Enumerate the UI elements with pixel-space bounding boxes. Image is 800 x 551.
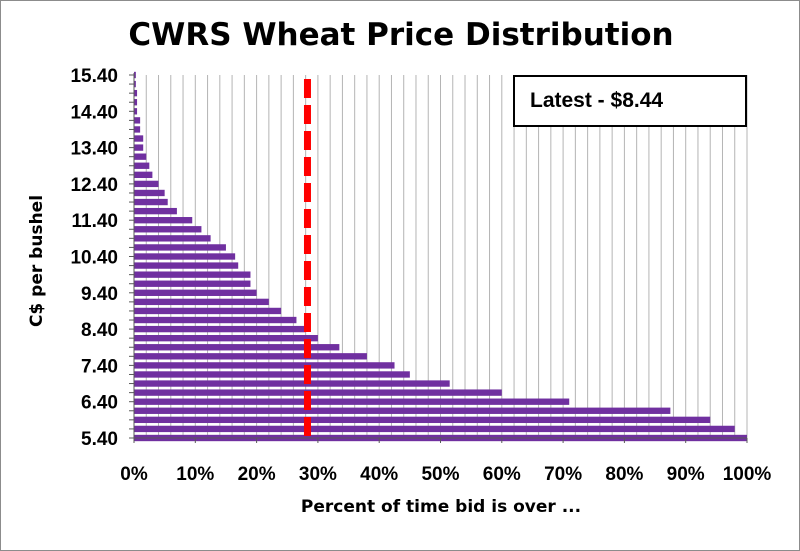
bar bbox=[134, 316, 297, 324]
y-tick-label: 11.40 bbox=[72, 211, 119, 232]
bar bbox=[134, 99, 138, 106]
bar bbox=[134, 235, 211, 242]
x-axis-title: Percent of time bid is over ... bbox=[300, 497, 582, 517]
y-axis-title: C$ per bushel bbox=[27, 194, 47, 328]
bar bbox=[134, 153, 147, 160]
bar bbox=[134, 162, 150, 169]
bars bbox=[134, 71, 747, 442]
x-tick-labels: 0% 10% 20% 30% 40% 50% 60% 70% 80% 90% 100% bbox=[120, 464, 771, 485]
bar bbox=[134, 362, 395, 369]
bar bbox=[134, 289, 257, 296]
latest-price-annotation: Latest - $8.44 bbox=[513, 75, 747, 127]
bar bbox=[134, 334, 318, 342]
y-tick-label: 15.40 bbox=[70, 66, 118, 87]
x-tick-label: 90% bbox=[667, 464, 705, 485]
axes bbox=[129, 73, 748, 443]
bar bbox=[134, 298, 269, 306]
x-tick-label: 50% bbox=[421, 464, 459, 485]
y-tick-labels: 5.40 6.40 7.40 8.40 9.40 10.40 11.40 12.40 13.40… bbox=[70, 66, 118, 450]
bar bbox=[134, 253, 236, 260]
bar bbox=[134, 171, 153, 179]
bar bbox=[134, 425, 735, 433]
bar bbox=[134, 89, 138, 97]
x-tick-label: 10% bbox=[176, 464, 214, 485]
bar bbox=[134, 262, 239, 269]
x-tick-label: 60% bbox=[483, 464, 521, 485]
y-tick-label: 14.40 bbox=[70, 102, 118, 123]
bar bbox=[134, 398, 570, 405]
bar bbox=[134, 353, 367, 360]
y-tick-label: 6.40 bbox=[81, 393, 118, 414]
bar bbox=[134, 244, 226, 251]
bar bbox=[134, 271, 251, 278]
y-tick-label: 12.40 bbox=[70, 175, 118, 196]
bar bbox=[134, 371, 410, 378]
bar bbox=[134, 108, 138, 115]
bar bbox=[134, 198, 168, 206]
bar bbox=[134, 407, 671, 414]
latest-price-label: Latest - $8.44 bbox=[530, 89, 664, 112]
bar bbox=[134, 344, 340, 351]
x-tick-label: 0% bbox=[120, 464, 148, 485]
y-tick-label: 10.40 bbox=[70, 248, 118, 269]
bar bbox=[134, 135, 144, 142]
y-tick-label: 7.40 bbox=[81, 356, 118, 377]
x-tick-label: 30% bbox=[299, 464, 337, 485]
bar bbox=[134, 180, 159, 188]
x-tick-label: 20% bbox=[238, 464, 276, 485]
bar bbox=[134, 389, 502, 396]
bar bbox=[134, 117, 141, 124]
y-tick-label: 8.40 bbox=[81, 320, 118, 341]
x-tick-label: 80% bbox=[605, 464, 643, 485]
x-tick-label: 100% bbox=[723, 464, 772, 485]
bar bbox=[134, 226, 202, 233]
bar bbox=[134, 189, 165, 197]
bar bbox=[134, 416, 711, 424]
bar bbox=[134, 71, 136, 79]
chart-title: CWRS Wheat Price Distribution bbox=[128, 17, 674, 53]
bar bbox=[134, 144, 144, 151]
bar bbox=[134, 80, 136, 88]
bar bbox=[134, 126, 141, 133]
y-tick-label: 13.40 bbox=[70, 139, 118, 160]
bar bbox=[134, 325, 306, 333]
x-tick-label: 70% bbox=[544, 464, 582, 485]
y-tick-label: 5.40 bbox=[81, 429, 118, 450]
y-tick-label: 9.40 bbox=[81, 284, 118, 305]
bar bbox=[134, 307, 282, 315]
bar bbox=[134, 380, 450, 387]
x-tick-label: 40% bbox=[360, 464, 398, 485]
bar bbox=[134, 217, 193, 224]
bar bbox=[134, 207, 177, 215]
bar bbox=[134, 280, 251, 287]
